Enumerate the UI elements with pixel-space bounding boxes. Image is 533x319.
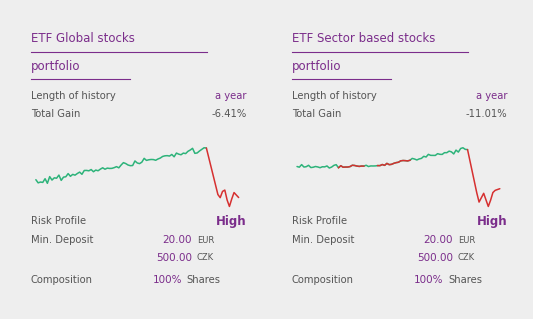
Text: 500.00: 500.00	[156, 253, 192, 263]
Text: a year: a year	[215, 92, 246, 101]
Text: portfolio: portfolio	[292, 60, 341, 73]
Text: Total Gain: Total Gain	[31, 109, 80, 119]
Text: CZK: CZK	[458, 253, 475, 262]
Text: -6.41%: -6.41%	[211, 109, 246, 119]
Text: a year: a year	[476, 92, 507, 101]
Text: 20.00: 20.00	[162, 235, 192, 245]
Text: ETF Sector based stocks: ETF Sector based stocks	[292, 32, 435, 45]
Text: portfolio: portfolio	[31, 60, 80, 73]
Text: CZK: CZK	[197, 253, 214, 262]
Text: ETF Global stocks: ETF Global stocks	[31, 32, 134, 45]
Text: Risk Profile: Risk Profile	[292, 216, 347, 226]
Text: Min. Deposit: Min. Deposit	[31, 235, 93, 245]
Text: Composition: Composition	[292, 275, 354, 285]
Text: Shares: Shares	[448, 275, 482, 285]
Text: Composition: Composition	[31, 275, 93, 285]
Text: 500.00: 500.00	[417, 253, 453, 263]
Text: Shares: Shares	[187, 275, 221, 285]
Text: Total Gain: Total Gain	[292, 109, 341, 119]
Text: Risk Profile: Risk Profile	[31, 216, 86, 226]
Text: EUR: EUR	[458, 236, 475, 245]
Text: High: High	[477, 215, 507, 228]
Text: -11.01%: -11.01%	[466, 109, 507, 119]
Text: EUR: EUR	[197, 236, 214, 245]
Text: Length of history: Length of history	[31, 92, 116, 101]
Text: 100%: 100%	[152, 275, 182, 285]
Text: Min. Deposit: Min. Deposit	[292, 235, 354, 245]
Text: 20.00: 20.00	[423, 235, 453, 245]
Text: Length of history: Length of history	[292, 92, 377, 101]
Text: High: High	[216, 215, 246, 228]
Text: 100%: 100%	[414, 275, 443, 285]
